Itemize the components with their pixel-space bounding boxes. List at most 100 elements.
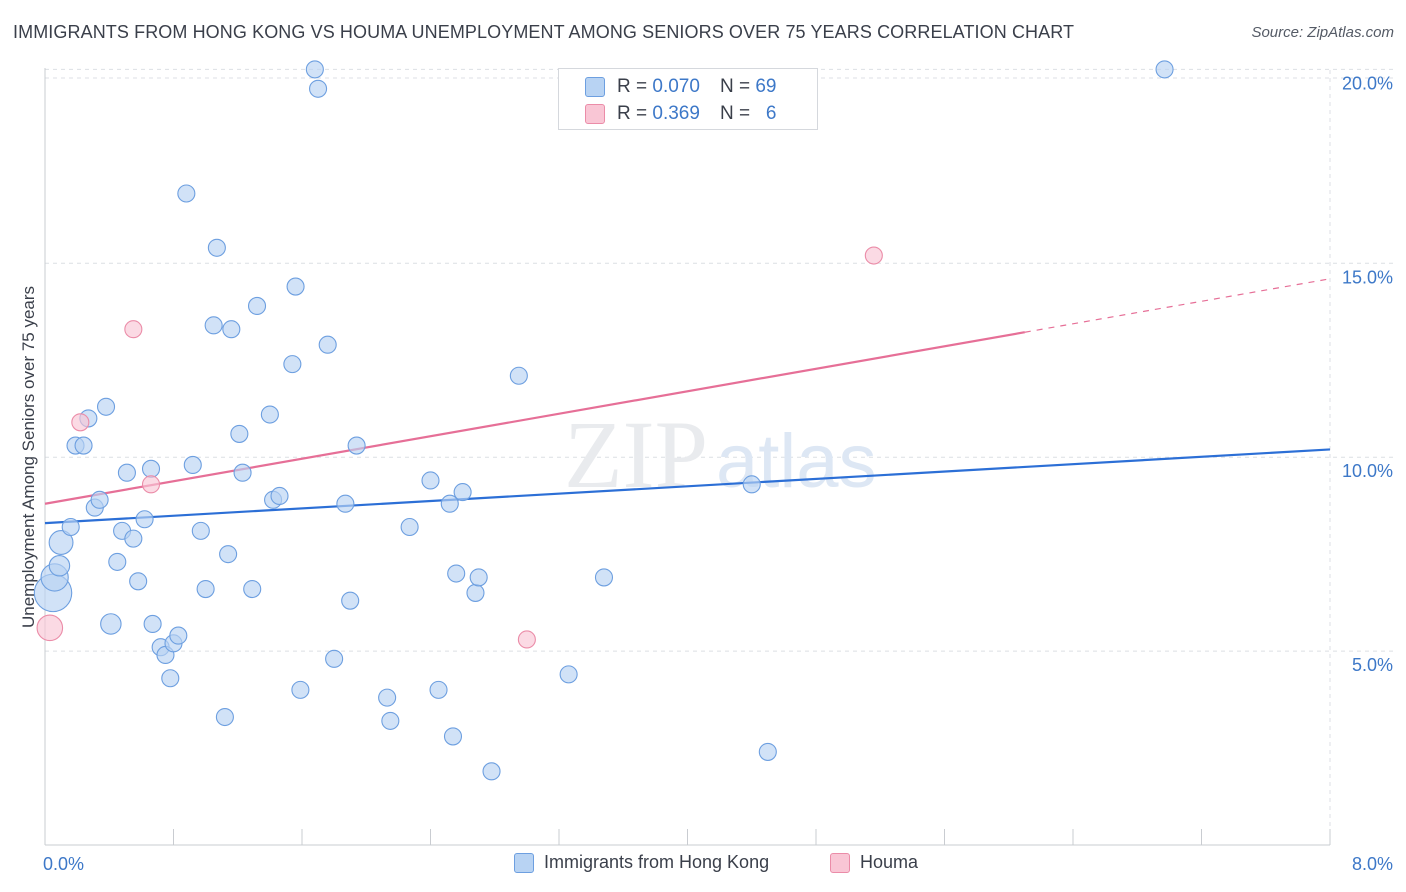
point-hong-kong bbox=[243, 579, 262, 599]
legend-n-value: 69 bbox=[755, 76, 777, 97]
legend-r-label: R = bbox=[617, 76, 648, 97]
point-hong-kong bbox=[100, 613, 122, 635]
point-hong-kong bbox=[429, 680, 448, 699]
legend-swatch-pink bbox=[830, 852, 850, 873]
point-hong-kong bbox=[305, 60, 324, 79]
legend-item-houma[interactable]: Houma bbox=[830, 852, 918, 873]
point-houma bbox=[36, 614, 64, 642]
chart-title: IMMIGRANTS FROM HONG KONG VS HOUMA UNEMP… bbox=[13, 22, 1075, 42]
point-hong-kong bbox=[161, 669, 180, 688]
point-hong-kong bbox=[1155, 60, 1174, 79]
point-hong-kong bbox=[440, 494, 459, 513]
point-hong-kong bbox=[509, 366, 528, 385]
point-hong-kong bbox=[48, 530, 74, 555]
point-hong-kong bbox=[177, 184, 196, 203]
legend-item-hong-kong[interactable]: Immigrants from Hong Kong bbox=[514, 852, 769, 873]
point-houma bbox=[71, 413, 90, 432]
data-points bbox=[33, 60, 1174, 781]
point-hong-kong bbox=[141, 459, 161, 478]
legend-row-hong-kong: R = 0.070 N = 69 bbox=[585, 76, 776, 98]
point-hong-kong bbox=[378, 688, 397, 707]
point-hong-kong bbox=[421, 471, 440, 490]
legend-swatch-blue bbox=[585, 77, 605, 97]
series-legend: Immigrants from Hong Kong Houma bbox=[0, 852, 1406, 878]
point-hong-kong bbox=[169, 626, 188, 645]
point-hong-kong bbox=[143, 614, 162, 634]
point-hong-kong bbox=[400, 517, 419, 537]
point-hong-kong bbox=[108, 552, 127, 571]
legend-swatch-blue bbox=[514, 852, 534, 873]
point-houma bbox=[141, 475, 161, 494]
point-hong-kong bbox=[74, 436, 93, 455]
point-hong-kong bbox=[447, 564, 466, 583]
point-hong-kong bbox=[96, 397, 116, 416]
point-hong-kong bbox=[90, 490, 109, 509]
point-hong-kong bbox=[117, 463, 136, 482]
point-hong-kong bbox=[247, 296, 267, 316]
legend-n-value: 6 bbox=[765, 103, 777, 124]
point-hong-kong bbox=[196, 579, 215, 599]
point-hong-kong bbox=[469, 568, 488, 587]
point-hong-kong bbox=[325, 649, 344, 668]
watermark-atlas: atlas bbox=[716, 419, 877, 504]
point-hong-kong bbox=[222, 320, 241, 339]
tick-labels: 5.0% 10.0% 15.0% 20.0% 0.0% 8.0% bbox=[43, 73, 1393, 874]
point-houma bbox=[124, 320, 143, 339]
point-hong-kong bbox=[191, 521, 210, 540]
point-hong-kong bbox=[381, 711, 400, 730]
y-tick-label: 20.0% bbox=[1342, 73, 1393, 93]
point-hong-kong bbox=[466, 583, 485, 602]
point-hong-kong bbox=[594, 568, 614, 587]
y-tick-label: 15.0% bbox=[1342, 267, 1393, 287]
point-hong-kong bbox=[286, 277, 305, 296]
point-hong-kong bbox=[309, 79, 328, 98]
point-hong-kong bbox=[183, 455, 202, 475]
axes bbox=[44, 68, 1331, 846]
x-tick-label: 0.0% bbox=[43, 854, 84, 874]
legend-row-houma: R = 0.369 N = 6 bbox=[585, 103, 776, 125]
trend-line-houma bbox=[44, 331, 1026, 505]
point-hong-kong bbox=[230, 424, 249, 443]
point-houma bbox=[517, 630, 536, 649]
point-hong-kong bbox=[48, 555, 71, 577]
legend-swatch-pink bbox=[585, 104, 605, 124]
source-credit: Source: ZipAtlas.com bbox=[1251, 24, 1394, 41]
point-hong-kong bbox=[204, 316, 223, 335]
legend-label-hong-kong: Immigrants from Hong Kong bbox=[544, 852, 770, 872]
point-hong-kong bbox=[61, 517, 80, 537]
point-hong-kong bbox=[341, 591, 360, 610]
point-hong-kong bbox=[443, 727, 463, 746]
point-hong-kong bbox=[453, 483, 472, 502]
legend-r-value: 0.369 bbox=[652, 103, 700, 124]
point-hong-kong bbox=[260, 405, 279, 424]
point-hong-kong bbox=[482, 762, 501, 781]
point-hong-kong bbox=[207, 238, 226, 257]
point-hong-kong bbox=[742, 475, 761, 494]
stats-legend: R = 0.070 N = 69 R = 0.369 N = 6 bbox=[558, 68, 818, 130]
trend-lines bbox=[44, 278, 1331, 525]
point-hong-kong bbox=[559, 665, 578, 684]
point-hong-kong bbox=[219, 545, 238, 564]
point-hong-kong bbox=[124, 529, 143, 548]
point-hong-kong bbox=[129, 572, 148, 591]
legend-n-label: N = bbox=[719, 76, 751, 97]
point-hong-kong bbox=[291, 680, 310, 699]
legend-r-label: R = bbox=[617, 103, 648, 124]
point-hong-kong bbox=[318, 335, 337, 354]
legend-r-value: 0.070 bbox=[652, 76, 700, 97]
point-hong-kong bbox=[270, 486, 289, 506]
point-hong-kong bbox=[347, 436, 366, 455]
y-tick-label: 5.0% bbox=[1352, 655, 1393, 675]
trend-line-houma-extension bbox=[1024, 278, 1331, 333]
y-tick-label: 10.0% bbox=[1342, 461, 1393, 481]
point-hong-kong bbox=[283, 355, 302, 374]
point-hong-kong bbox=[336, 494, 355, 513]
legend-label-houma: Houma bbox=[860, 852, 919, 872]
legend-n-label: N = bbox=[719, 103, 751, 124]
point-hong-kong bbox=[758, 742, 777, 761]
point-hong-kong bbox=[135, 510, 154, 529]
point-houma bbox=[864, 246, 883, 265]
trend-line-hong-kong bbox=[44, 448, 1331, 525]
point-hong-kong bbox=[233, 463, 252, 482]
